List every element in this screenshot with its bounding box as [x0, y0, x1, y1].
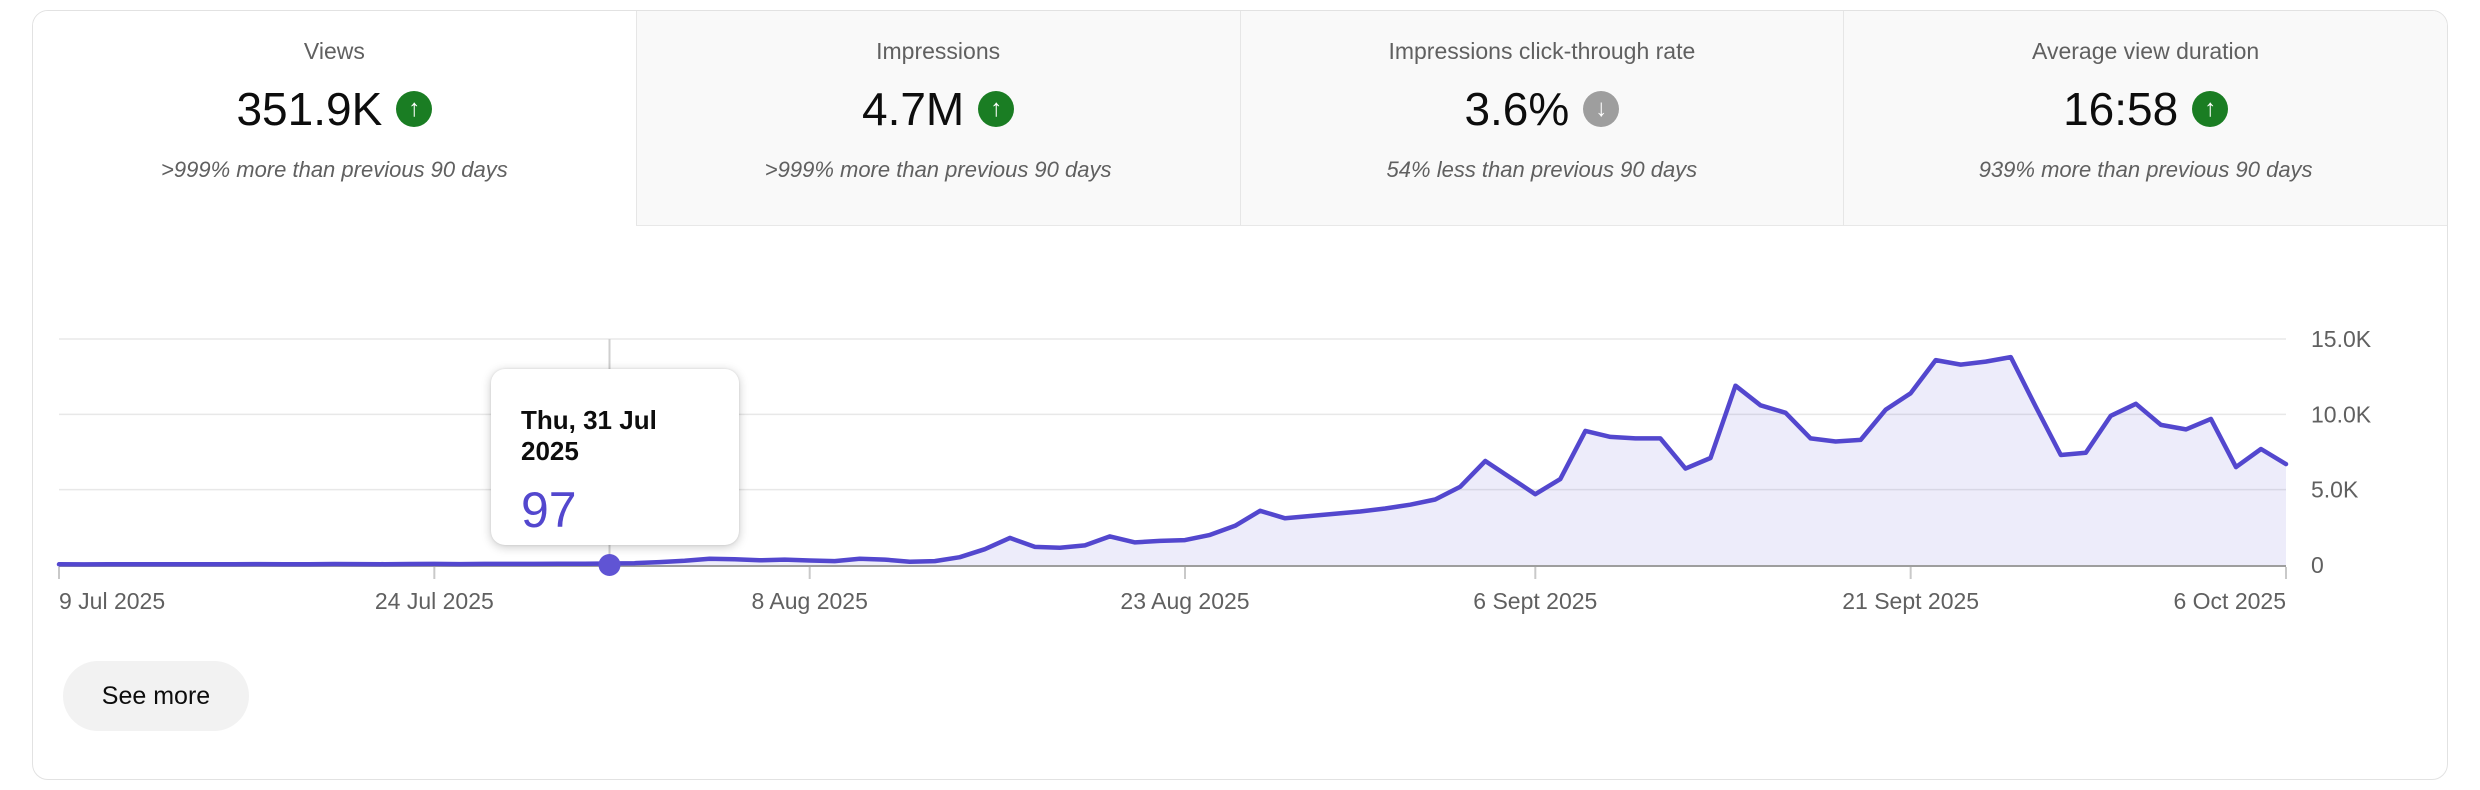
x-axis-label: 6 Oct 2025: [2173, 588, 2286, 614]
area-fill: [59, 357, 2286, 565]
metric-value-row: 4.7M ↑: [637, 83, 1240, 135]
highlight-dot: [598, 554, 621, 576]
y-axis-label: 10.0K: [2311, 401, 2372, 427]
x-axis-label: 24 Jul 2025: [375, 588, 494, 614]
x-axis-label: 23 Aug 2025: [1120, 588, 1249, 614]
metric-value: 3.6%: [1464, 83, 1570, 135]
metric-value-row: 351.9K ↑: [33, 83, 636, 135]
metric-value: 16:58: [2063, 83, 2179, 135]
trend-up-icon: ↑: [978, 91, 1015, 127]
x-axis-label: 6 Sept 2025: [1473, 588, 1597, 614]
metric-title: Views: [303, 38, 365, 64]
y-axis-label: 15.0K: [2311, 326, 2372, 352]
trend-down-icon: ↓: [1583, 91, 1620, 127]
trend-up-icon: ↑: [396, 91, 433, 127]
tab-impressions-ctr[interactable]: Impressions click-through rate 3.6% ↓ 54…: [1239, 11, 1844, 226]
metric-value-row: 3.6% ↓: [1241, 83, 1844, 135]
chart-tooltip: Thu, 31 Jul 2025 97: [491, 369, 739, 545]
metric-comparison: >999% more than previous 90 days: [764, 157, 1112, 182]
x-axis-label: 8 Aug 2025: [751, 588, 867, 614]
trend-up-icon: ↑: [2192, 91, 2229, 127]
trend-line: [56, 354, 2289, 567]
x-axis-label: 21 Sept 2025: [1842, 588, 1979, 614]
y-axis-label: 5.0K: [2311, 477, 2359, 503]
tab-avg-view-duration[interactable]: Average view duration 16:58 ↑ 939% more …: [1843, 11, 2447, 226]
metric-comparison: >999% more than previous 90 days: [161, 157, 508, 182]
x-axis-label: 9 Jul 2025: [59, 588, 165, 614]
metric-tabstrip: Views 351.9K ↑ >999% more than previous …: [33, 11, 2447, 226]
metric-value: 351.9K: [236, 83, 383, 135]
metric-value: 4.7M: [861, 83, 965, 135]
see-more-button[interactable]: See more: [63, 661, 249, 731]
tooltip-value: 97: [521, 482, 577, 538]
y-axis-label: 0: [2311, 552, 2324, 578]
metric-comparison: 939% more than previous 90 days: [1978, 157, 2313, 182]
metric-value-row: 16:58 ↑: [1844, 83, 2447, 135]
metric-title: Impressions click-through rate: [1388, 38, 1696, 64]
analytics-card: Views 351.9K ↑ >999% more than previous …: [32, 10, 2448, 780]
tab-impressions[interactable]: Impressions 4.7M ↑ >999% more than previ…: [635, 11, 1240, 226]
metric-title: Average view duration: [2032, 38, 2260, 64]
tab-views[interactable]: Views 351.9K ↑ >999% more than previous …: [33, 11, 636, 226]
metric-title: Impressions: [876, 38, 1001, 64]
views-trend-chart[interactable]: 9 Jul 2025 24 Jul 2025 8 Aug 2025 23 Aug 20…: [33, 11, 2448, 780]
metric-comparison: 54% less than previous 90 days: [1386, 157, 1698, 182]
tooltip-date: Thu, 31 Jul 2025: [521, 405, 657, 466]
